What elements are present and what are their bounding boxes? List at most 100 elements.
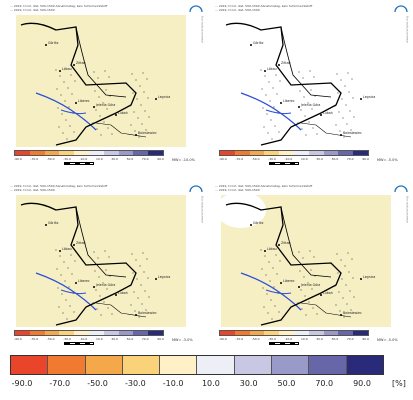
color-scale-bar	[10, 355, 384, 375]
map-panel-tl: ... 2019, t=12, dist. 500-1500 Abnahmeta…	[4, 2, 204, 172]
city-marker	[155, 98, 157, 100]
mini-tick-label: 70.0	[346, 337, 354, 341]
distance-scale-bar	[269, 162, 299, 165]
mini-tick-label: 90.0	[362, 157, 369, 161]
side-watermark: www.example.org	[200, 196, 204, 223]
city-label: Jelenia Góra	[95, 283, 115, 287]
mini-color-swatch	[148, 331, 163, 335]
mini-tick-label: 10.0	[300, 337, 308, 341]
mini-color-swatch	[234, 151, 250, 155]
mini-tick-label: -50.0	[251, 337, 260, 341]
mini-tick-label: -50.0	[46, 157, 55, 161]
city-marker	[115, 294, 117, 296]
mini-tick-label: -10.0	[284, 157, 293, 161]
mini-tick-label: -30.0	[268, 157, 276, 161]
scale-tick-label: 90.0	[353, 379, 371, 388]
mini-scale-ticks: -90.0 -70.0 -50.0 -30.0 -10.0 10.0 30.0 50.0 70.…	[219, 337, 369, 341]
mini-color-swatch	[308, 331, 324, 335]
mini-tick-label: 30.0	[111, 337, 118, 341]
arc-logo-icon	[394, 185, 408, 193]
city-label: Lubań	[118, 291, 128, 295]
city-label: Görlitz	[48, 221, 59, 225]
mini-tick-label: 90.0	[157, 337, 164, 341]
mini-color-scale	[14, 150, 164, 156]
city-label: Löbau	[267, 67, 277, 71]
color-scale-labels: -90.0 -70.0 -50.0 -30.0 -10.0 10.0 30.0 50.0 70.…	[10, 379, 384, 391]
mini-tick-label: -30.0	[63, 157, 71, 161]
mini-color-swatch	[59, 331, 75, 335]
mean-value-label: MW= -10.0%	[172, 158, 195, 162]
city-marker	[360, 98, 362, 100]
color-swatch	[197, 356, 235, 374]
map-canvas: Görlitz Löbau Zittau Liberec Jelenia GóraLub…	[221, 15, 391, 147]
city-marker	[75, 282, 77, 284]
mini-color-swatch	[44, 331, 60, 335]
mini-color-swatch	[338, 151, 354, 155]
panel-header: ... 2019, t=12, dist. 500-1500 Abnahmeta…	[215, 184, 313, 192]
mini-color-scale	[14, 330, 164, 336]
mean-value-label: MW= -5.0%	[377, 158, 398, 162]
city-marker	[360, 278, 362, 280]
mini-color-swatch	[103, 331, 119, 335]
arc-logo-icon	[189, 5, 203, 13]
side-watermark: www.example.org	[200, 16, 204, 43]
mini-color-scale	[219, 330, 369, 336]
city-marker	[264, 70, 266, 72]
mini-color-swatch	[353, 151, 368, 155]
city-marker	[155, 278, 157, 280]
mini-color-swatch	[44, 151, 60, 155]
mini-color-swatch	[323, 151, 339, 155]
color-swatch	[346, 356, 383, 374]
city-label: Legnica	[363, 95, 375, 99]
distance-scale-bar	[64, 342, 94, 345]
mini-color-swatch	[29, 331, 45, 335]
city-marker	[320, 294, 322, 296]
mini-tick-label: -70.0	[235, 157, 244, 161]
city-label: Jelenia Góra	[95, 103, 115, 107]
city-label: Lubań	[118, 111, 128, 115]
city-label: Zittau	[76, 241, 86, 245]
city-marker	[340, 314, 342, 316]
mini-color-swatch	[220, 331, 235, 335]
city-label: Bolesławiec	[343, 131, 362, 135]
scale-tick-label: 10.0	[201, 379, 220, 388]
mean-value-label: MW= -3.0%	[172, 338, 193, 342]
city-label: Löbau	[62, 67, 72, 71]
mini-scale-ticks: -90.0 -70.0 -50.0 -30.0 -10.0 10.0 30.0 50.0 70.…	[219, 157, 369, 161]
mini-color-swatch	[148, 151, 163, 155]
city-label: Löbau	[62, 247, 72, 251]
city-label: Jelenia Góra	[300, 103, 320, 107]
city-marker	[73, 244, 75, 246]
mini-color-swatch	[15, 151, 30, 155]
map-panel-tr: ... 2019, t=12, dist. 500-1500 Abnahmeta…	[209, 2, 409, 172]
mini-color-swatch	[74, 331, 89, 335]
mini-color-swatch	[88, 151, 104, 155]
mini-tick-label: -90.0	[219, 157, 227, 161]
city-label: Zittau	[76, 61, 86, 65]
mini-tick-label: -70.0	[30, 157, 39, 161]
city-marker	[264, 250, 266, 252]
city-label: Liberec	[283, 279, 295, 283]
city-marker	[59, 250, 61, 252]
city-marker	[320, 114, 322, 116]
mini-color-swatch	[133, 151, 149, 155]
city-marker	[75, 102, 77, 104]
city-label: Bolesławiec	[343, 311, 362, 315]
mini-tick-label: 50.0	[331, 157, 339, 161]
mini-color-swatch	[353, 331, 368, 335]
mini-color-swatch	[308, 151, 324, 155]
city-marker	[298, 106, 300, 108]
map-canvas: Görlitz Löbau Zittau Liberec Jelenia GóraLub…	[221, 195, 391, 327]
mini-color-swatch	[74, 151, 89, 155]
city-marker	[280, 282, 282, 284]
city-label: Legnica	[158, 95, 170, 99]
mini-color-swatch	[29, 151, 45, 155]
color-scale-legend: -90.0 -70.0 -50.0 -30.0 -10.0 10.0 30.0 50.0 70.…	[10, 355, 406, 391]
mini-color-swatch	[103, 151, 119, 155]
mini-tick-label: -30.0	[268, 337, 276, 341]
mini-color-scale	[219, 150, 369, 156]
mini-color-swatch	[293, 151, 309, 155]
mini-tick-label: 10.0	[95, 157, 103, 161]
city-marker	[340, 134, 342, 136]
color-swatch	[309, 356, 347, 374]
